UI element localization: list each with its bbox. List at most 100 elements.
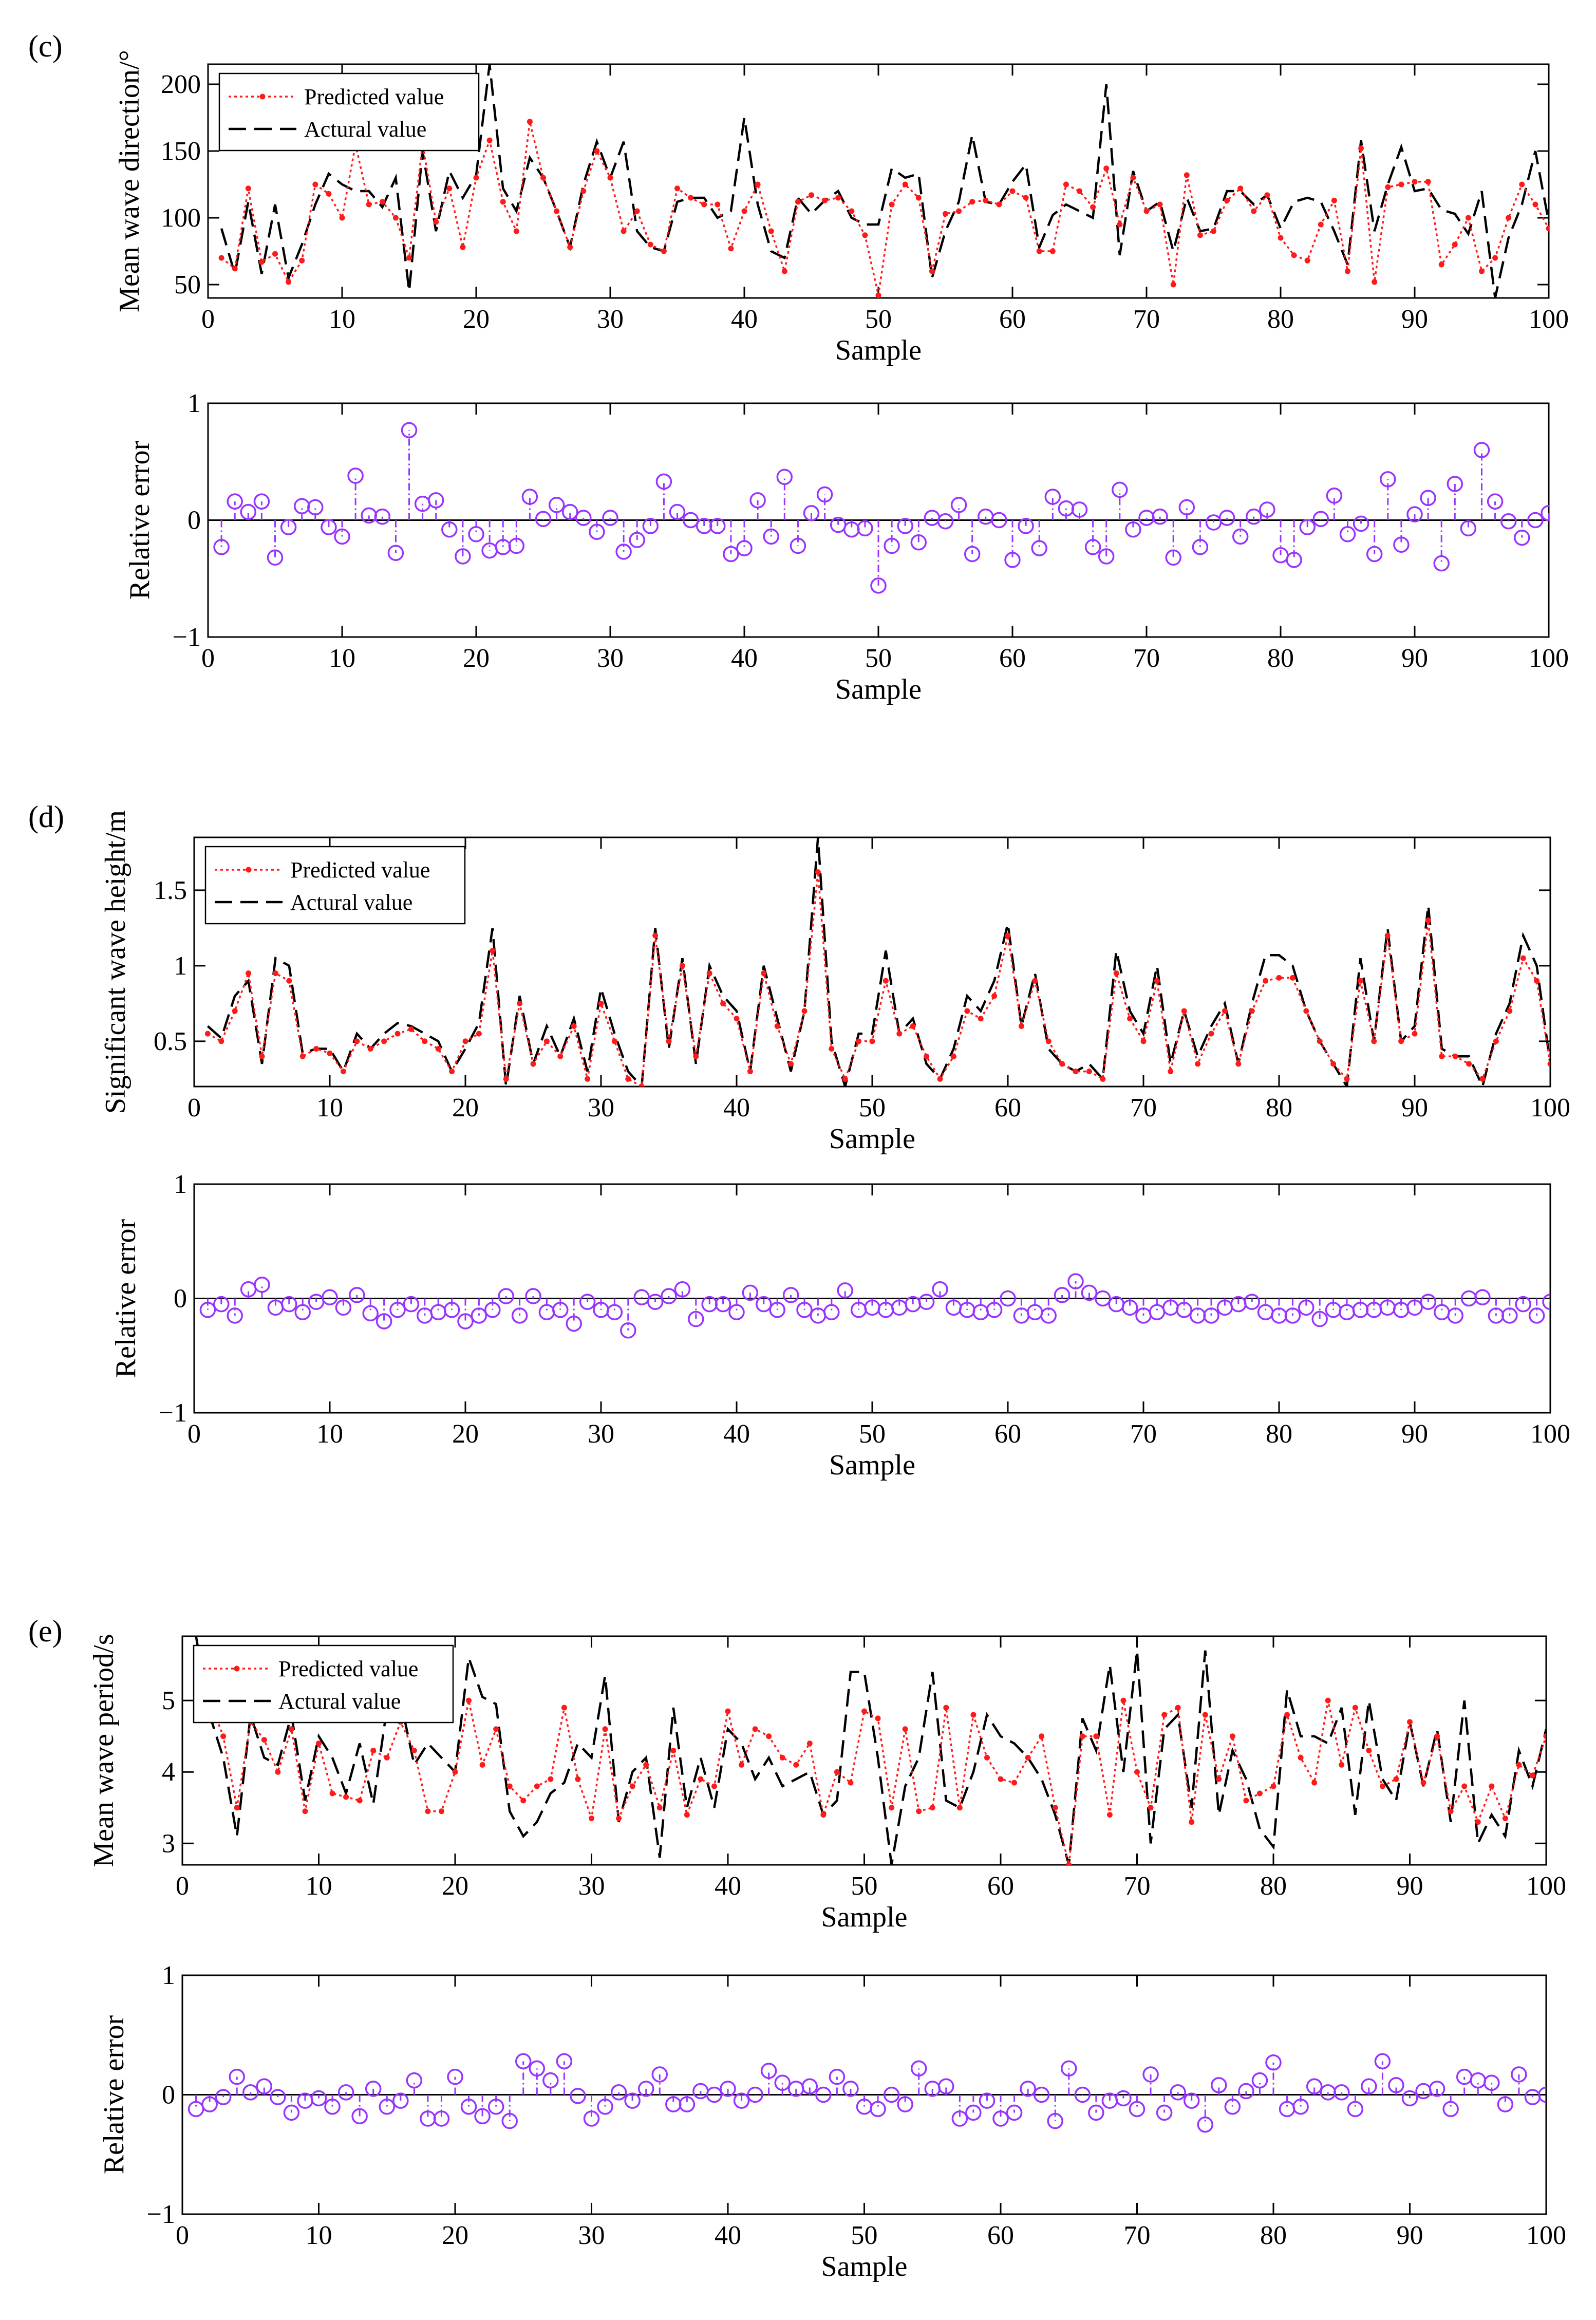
predicted-point [902,1726,908,1732]
error-marker [1040,1307,1057,1324]
predicted-point [1189,1819,1195,1825]
error-marker [620,1322,636,1339]
predicted-point [806,1741,813,1747]
predicted-point [842,1076,848,1082]
error-marker [229,2068,245,2085]
predicted-point [795,199,801,205]
error-marker [294,1304,311,1320]
x-tick-label: 100 [1529,644,1569,673]
predicted-point [1519,181,1525,188]
predicted-point [220,1733,227,1739]
predicted-point [1357,978,1363,984]
error-marker [938,2078,954,2094]
x-tick-label: 60 [999,644,1026,673]
predicted-point [272,251,278,257]
predicted-point [725,1708,731,1714]
error-marker [1298,1299,1315,1316]
error-marker [374,508,391,525]
error-marker [774,2074,791,2091]
error-marker [1542,1294,1550,1310]
x-tick-label: 70 [1133,644,1160,673]
error-marker [1420,490,1436,507]
error-marker [1142,2066,1159,2083]
predicted-point [670,1748,677,1753]
x-tick-label: 90 [1397,1872,1423,1901]
error-marker [322,1289,338,1306]
error-marker [498,1288,514,1304]
error-marker [1484,2074,1500,2091]
predicted-point [513,228,519,234]
predicted-point [422,1038,428,1044]
predicted-point [883,978,889,984]
error-marker [471,1307,487,1324]
predicted-point [1393,1776,1399,1782]
predicted-point [793,1762,799,1768]
error-marker [615,544,632,560]
y-axis-label: Relative error [110,1219,142,1378]
error-marker [392,2092,409,2109]
predicted-point [1291,252,1297,258]
error-marker [1170,2084,1186,2101]
legend: Predicted value Actural value [204,846,466,925]
error-marker [1006,2104,1023,2121]
x-tick-label: 90 [1401,1419,1428,1449]
series-actual-line [195,1636,1546,1865]
error-marker [723,546,739,563]
error-marker [1205,514,1222,531]
error-marker [669,503,686,520]
x-tick-label: 0 [176,2221,189,2250]
error-marker [213,539,230,555]
y-tick-label: 5 [162,1686,175,1715]
predicted-point [711,1783,717,1789]
y-tick-label: 1 [162,1961,175,1990]
error-marker [629,532,645,548]
legend: Predicted value Actural value [193,1644,454,1724]
predicted-point [1256,1790,1263,1797]
error-marker [1556,1305,1571,1319]
predicted-point [408,1026,414,1032]
error-marker [679,2096,696,2112]
x-tick-label: 70 [1133,305,1160,334]
error-marker [1084,539,1101,555]
predicted-point [755,181,761,188]
predicted-point [1100,1076,1106,1082]
x-axis-label: Sample [829,1449,915,1481]
error-marker [1129,2101,1146,2118]
predicted-point [589,1816,594,1822]
predicted-point [715,201,721,208]
chart-d-err: 0 10 20 30 40 50 60 70 80 90 100−101SampleRelative… [110,1170,1571,1481]
error-marker [1312,511,1329,527]
predicted-point [1211,228,1216,234]
predicted-point [1461,1783,1468,1789]
predicted-point [473,175,479,181]
error-marker [937,513,954,530]
error-marker [1366,546,1383,563]
predicted-point [567,244,573,250]
predicted-point [1547,1061,1550,1067]
predicted-point [1339,1762,1345,1768]
predicted-point [666,1038,672,1044]
error-marker [1538,2086,1546,2103]
error-marker [756,1296,772,1313]
x-tick-label: 10 [329,644,355,673]
predicted-point [652,932,659,939]
predicted-point [1439,1053,1445,1059]
error-marker [1501,1307,1518,1324]
error-marker [529,2060,546,2077]
error-marker [337,2084,354,2101]
predicted-point [956,1805,963,1811]
error-marker [455,548,471,565]
error-marker [310,2090,327,2107]
predicted-point [520,1798,527,1804]
predicted-point [302,1808,308,1814]
predicted-point [438,1808,444,1814]
x-tick-label: 40 [723,1419,750,1449]
x-tick-label: 50 [859,1093,886,1122]
error-marker [474,2108,491,2125]
predicted-point [820,1812,827,1818]
predicted-point [339,215,345,221]
error-marker [552,1302,569,1318]
x-tick-label: 0 [201,305,215,334]
error-marker [349,1287,365,1303]
x-tick-label: 30 [597,644,624,673]
